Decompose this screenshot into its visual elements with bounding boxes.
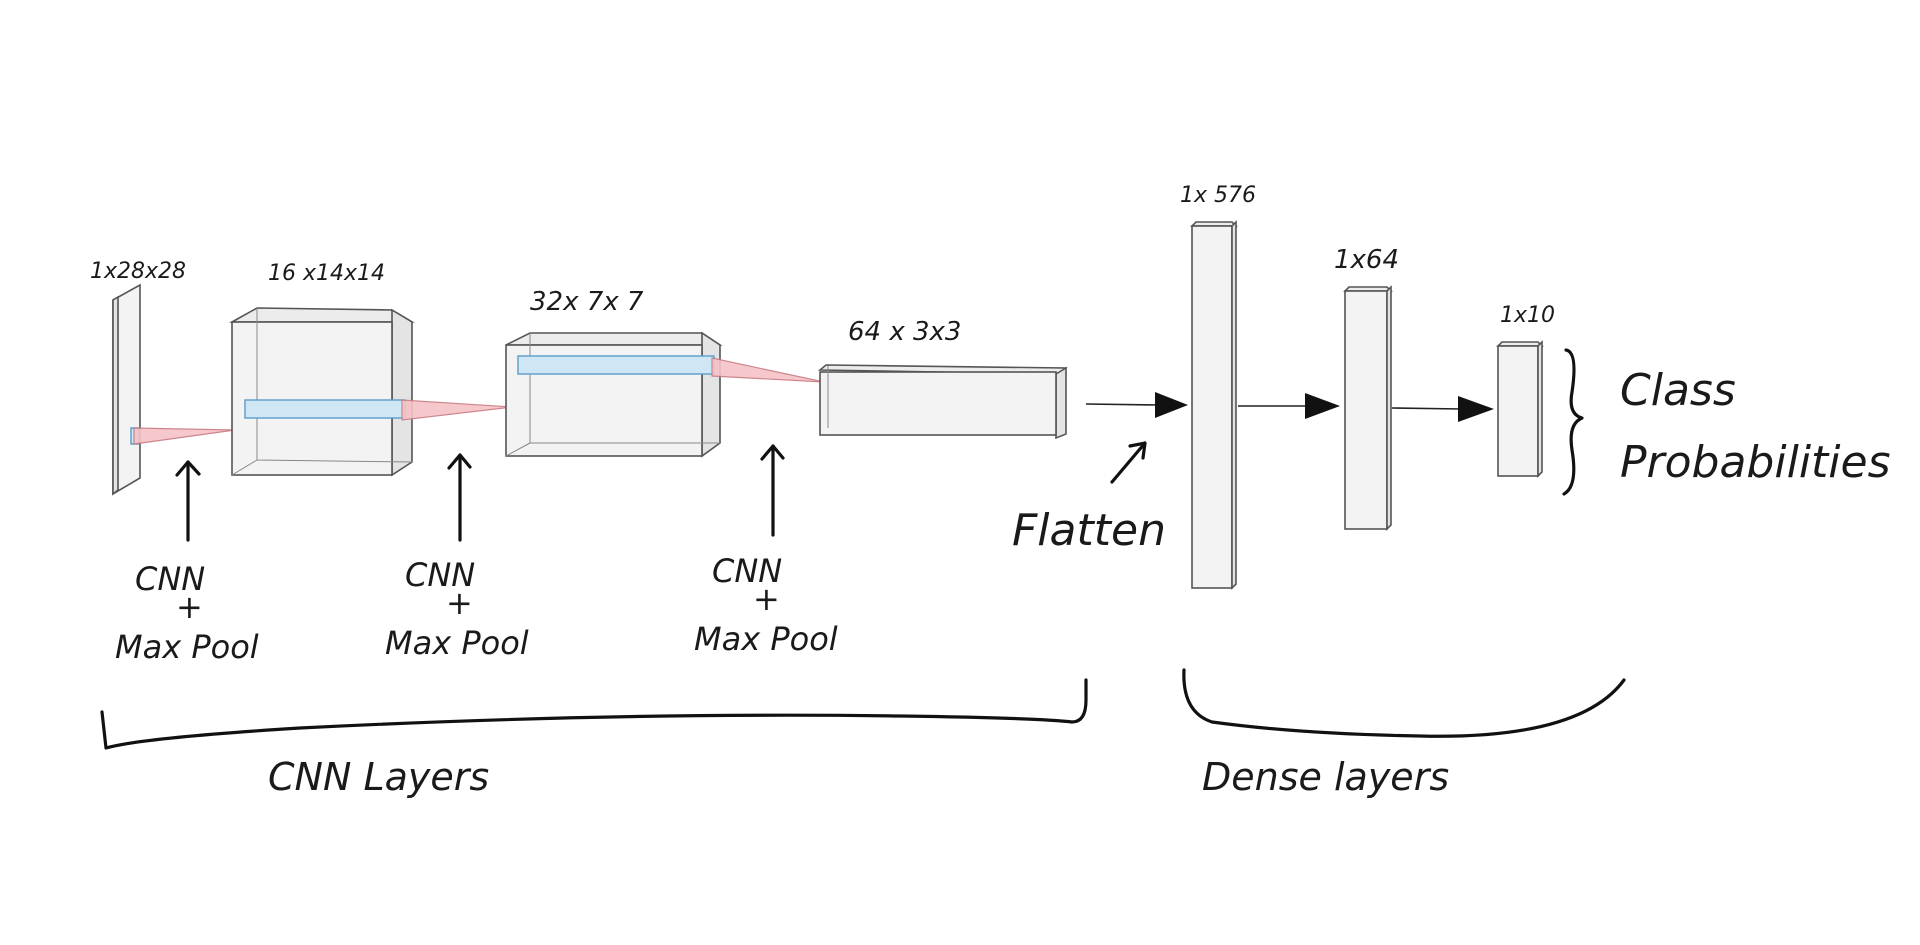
conv1-block [228, 307, 415, 477]
conv2-filter [517, 355, 715, 375]
svg-text:+: + [446, 584, 473, 622]
conv1-filter [244, 399, 406, 419]
dense3-block [1496, 340, 1544, 478]
conv3-block [817, 364, 1068, 440]
up-arrow-3 [760, 444, 785, 537]
dense-group-bracket [1182, 668, 1626, 738]
dense1-block [1190, 220, 1238, 590]
up-arrow-2 [447, 453, 472, 542]
svg-text:+: + [176, 588, 203, 626]
input-block [112, 283, 141, 496]
receptive-field-1 [133, 427, 236, 445]
cnn-group-bracket [100, 678, 1088, 750]
arrow-dense2-dense3 [1391, 396, 1494, 422]
dense3-shape-label: 1x10 [1500, 303, 1555, 328]
arrow-dense1-dense2 [1238, 393, 1340, 419]
svg-text:Max Pool: Max Pool [115, 628, 259, 666]
svg-text:CNN: CNN [135, 560, 205, 598]
op-label-2: CNN + Max Pool [385, 556, 529, 662]
conv2-shape-label: 32x 7x 7 [530, 287, 644, 317]
receptive-field-3 [711, 357, 825, 383]
dense1-shape-label: 1x 576 [1180, 183, 1256, 208]
svg-text:Max Pool: Max Pool [694, 620, 838, 658]
output-label-probabilities: Probabilities [1620, 437, 1891, 488]
output-label-class: Class [1620, 365, 1736, 416]
receptive-field-2 [401, 399, 513, 421]
conv2-block [505, 331, 723, 458]
dense2-shape-label: 1x64 [1334, 245, 1399, 275]
op-label-3: CNN + Max Pool [694, 552, 838, 658]
svg-text:CNN: CNN [712, 552, 782, 590]
conv1-shape-label: 16 x14x14 [268, 261, 385, 286]
flatten-arrow [1085, 392, 1188, 418]
input-shape-label: 1x28x28 [90, 259, 186, 284]
op-label-1: CNN + Max Pool [115, 560, 259, 666]
svg-text:CNN: CNN [405, 556, 475, 594]
svg-text:+: + [753, 580, 780, 618]
up-arrow-1 [175, 460, 201, 542]
dense-group-label: Dense layers [1202, 755, 1449, 799]
dense2-block [1343, 285, 1393, 531]
conv3-shape-label: 64 x 3x3 [848, 317, 961, 347]
flatten-pointer [1110, 441, 1147, 484]
flatten-label: Flatten [1012, 505, 1166, 556]
cnn-group-label: CNN Layers [268, 755, 489, 799]
svg-text:Max Pool: Max Pool [385, 624, 529, 662]
output-brace [1562, 348, 1584, 496]
